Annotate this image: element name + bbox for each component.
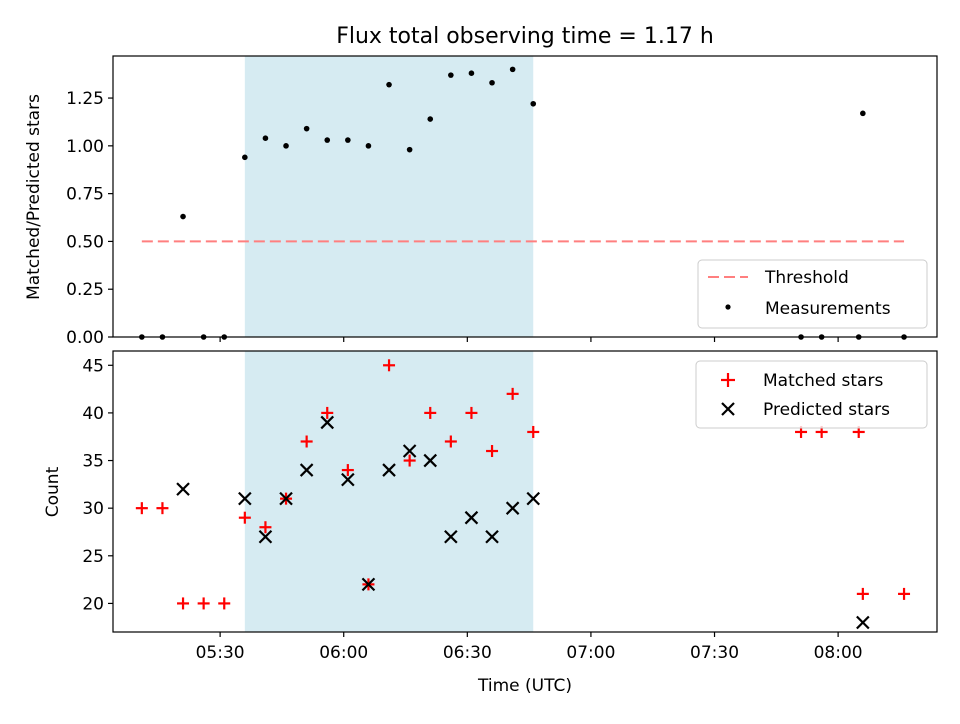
matched-star-point (444, 435, 457, 448)
x-tick-label: 05:30 (196, 643, 245, 663)
bottom-y-tick-label: 25 (82, 547, 104, 567)
measurement-point (283, 143, 289, 149)
top-y-tick-label: 1.00 (66, 137, 104, 157)
measurement-point (468, 70, 475, 77)
measurement-point (509, 66, 516, 73)
top-panel: 0.00 0.25 0.50 0.75 1.00 1.25 Matched/Predict… (24, 55, 938, 348)
predicted-star-point (485, 529, 499, 544)
measurement-point (365, 143, 372, 149)
matched-star-point (156, 502, 169, 515)
top-y-tick-label: 1.25 (66, 89, 104, 109)
matched-star-point (527, 425, 540, 438)
bottom-y-tick-label: 30 (82, 499, 104, 519)
legend-matched-label: Matched stars (763, 371, 883, 391)
top-y-tick-label: 0.75 (66, 185, 104, 205)
predicted-star-point (856, 615, 870, 630)
bottom-panel: 20 25 30 35 40 45 05:30 06:00 06:30 07:00 07:30 08… (43, 350, 938, 696)
measurement-point (345, 137, 351, 143)
matched-star-point (898, 587, 911, 600)
top-y-tick-label: 0.00 (66, 328, 104, 348)
measurement-point (489, 79, 495, 86)
predicted-star-point (505, 501, 520, 515)
legend-threshold-label: Threshold (764, 268, 849, 288)
legend-matched-swatch (721, 373, 735, 387)
matched-star-point (486, 445, 499, 458)
predicted-star-point (464, 510, 479, 525)
matched-star-point (197, 597, 210, 610)
matched-star-point (465, 406, 478, 419)
top-y-ticks: 0.00 0.25 0.50 0.75 1.00 1.25 (66, 89, 839, 348)
top-y-tick-label: 0.50 (66, 232, 104, 252)
matched-star-point (259, 521, 272, 534)
top-legend: Threshold Measurements (697, 259, 928, 329)
matched-star-point (321, 406, 334, 419)
predicted-star-point (361, 577, 376, 592)
x-tick-label: 07:30 (690, 643, 739, 663)
matched-stars-points (135, 359, 911, 610)
measurement-point (386, 81, 392, 88)
measurement-point (448, 72, 454, 78)
x-axis-label: Time (UTC) (477, 676, 572, 696)
bottom-y-tick-label: 45 (82, 356, 104, 376)
x-tick-label: 06:30 (443, 643, 492, 663)
predicted-star-point (320, 415, 335, 430)
matched-star-point (238, 511, 251, 524)
measurement-point (530, 100, 537, 107)
measurement-point (242, 154, 248, 161)
matched-star-point (383, 359, 396, 372)
predicted-star-point (382, 463, 396, 477)
bottom-y-tick-label: 35 (82, 452, 104, 472)
legend-measurements-label: Measurements (765, 299, 891, 319)
legend-predicted-label: Predicted stars (763, 400, 890, 420)
predicted-star-point (258, 529, 273, 544)
bottom-y-ticks: 20 25 30 35 40 45 (82, 356, 113, 614)
top-plot-frame (112, 55, 938, 338)
top-shaded-interval (244, 56, 534, 337)
measurement-point (427, 116, 434, 122)
matched-star-point (856, 587, 869, 600)
matched-star-point (424, 406, 437, 419)
bottom-legend: Matched stars Predicted stars (695, 360, 928, 429)
predicted-star-point (176, 482, 190, 496)
bottom-y-tick-label: 40 (82, 404, 104, 424)
predicted-star-point (299, 463, 314, 477)
top-legend-box (697, 259, 928, 329)
legend-measurements-swatch (725, 304, 731, 310)
bottom-legend-box (695, 360, 928, 429)
predicted-star-point (526, 491, 541, 506)
chart-title: Flux total observing time = 1.17 h (336, 24, 714, 49)
predicted-star-point (423, 453, 438, 468)
matched-star-point (135, 502, 148, 515)
x-axis-ticks: 05:30 06:00 06:30 07:00 07:30 08:00 (196, 632, 863, 663)
matched-star-point (177, 597, 190, 610)
measurement-point (180, 213, 186, 220)
x-tick-label: 08:00 (814, 643, 863, 663)
top-y-tick-label: 0.25 (66, 280, 104, 300)
measurement-point (406, 146, 413, 153)
x-tick-label: 07:00 (566, 643, 615, 663)
measurement-point (303, 125, 310, 132)
predicted-star-point (279, 491, 293, 506)
bottom-shaded-interval (244, 351, 534, 632)
measurement-point (860, 110, 866, 117)
predicted-stars-points (176, 415, 870, 630)
matched-star-point (506, 387, 519, 400)
top-y-axis-label: Matched/Predicted stars (24, 94, 44, 300)
matched-star-point (218, 597, 231, 610)
bottom-plot-frame (112, 350, 938, 633)
matched-star-point (300, 435, 313, 448)
predicted-star-point (444, 529, 458, 544)
matched-star-point (403, 454, 416, 467)
predicted-star-point (238, 491, 252, 506)
predicted-star-point (402, 444, 417, 458)
bottom-y-axis-label: Count (43, 466, 63, 517)
predicted-star-point (341, 472, 355, 487)
measurement-point (262, 135, 269, 141)
matched-star-point (341, 464, 354, 477)
measurement-point (324, 137, 331, 143)
legend-predicted-swatch (721, 402, 735, 416)
x-tick-label: 06:00 (319, 643, 368, 663)
bottom-y-tick-label: 20 (82, 594, 104, 614)
